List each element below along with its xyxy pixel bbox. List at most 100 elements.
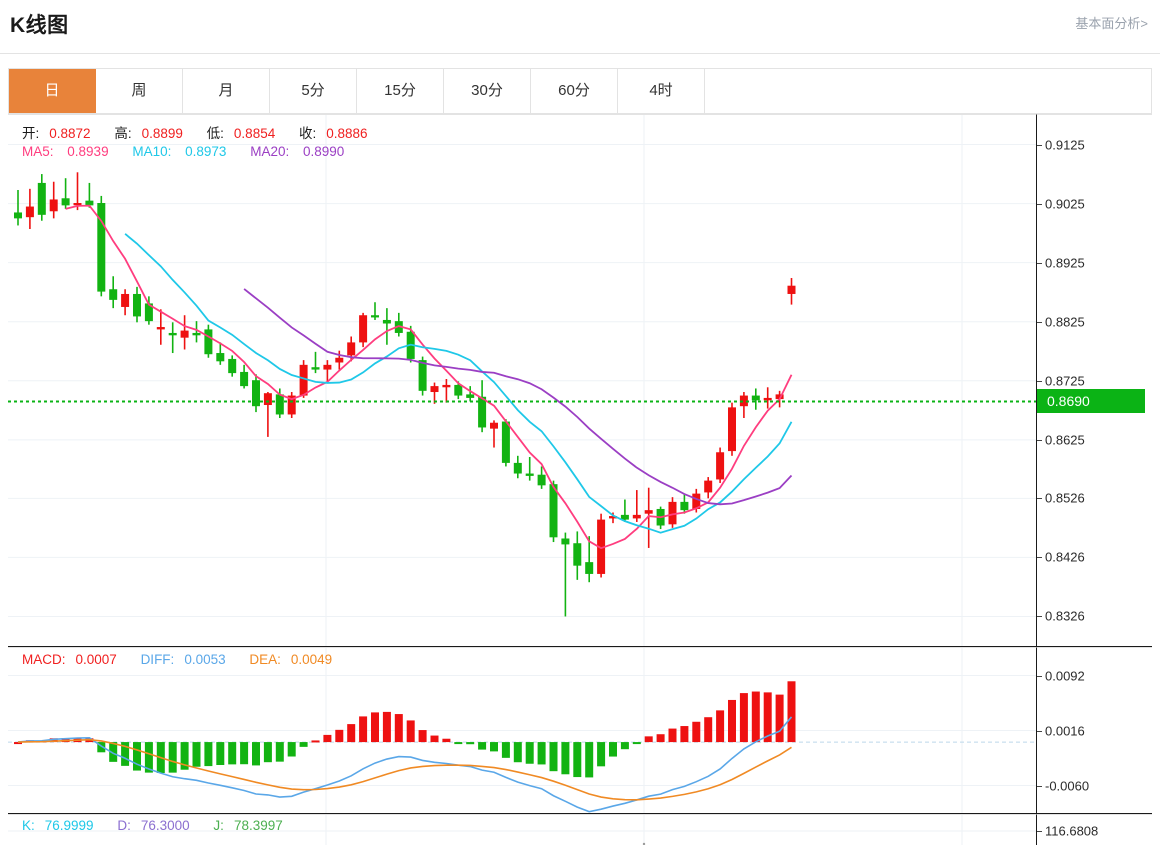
macd-bar [739, 693, 748, 743]
candlestick [240, 364, 249, 389]
macd-bar [240, 742, 249, 765]
tab-7[interactable]: 4时 [618, 69, 705, 113]
candlestick [680, 493, 689, 514]
tab-label: 60分 [558, 82, 590, 99]
macd-bar [680, 726, 689, 743]
macd-bar [228, 742, 237, 765]
candlestick [263, 392, 272, 437]
tab-0[interactable]: 日 [9, 69, 96, 113]
candlestick [513, 455, 522, 479]
kdj-axis-label: 116.6808 [1045, 823, 1099, 839]
candlestick [133, 286, 141, 323]
candlestick [763, 387, 772, 409]
macd-bar [561, 742, 570, 775]
candlestick [537, 466, 546, 489]
candlestick [192, 321, 201, 343]
macd-bar [287, 742, 296, 757]
price-axis: 0.9125 0.9025 0.8925 0.8825 0.8725 0.8625 0.85… [1036, 114, 1152, 647]
macd-bar [49, 738, 58, 743]
price-axis-tick [1037, 498, 1042, 500]
macd-bar [275, 742, 284, 762]
candlestick [14, 190, 22, 226]
tab-5[interactable]: 30分 [444, 69, 531, 113]
candlestick [204, 324, 213, 358]
macd-axis-label: 0.0016 [1045, 723, 1085, 738]
tab-6[interactable]: 60分 [531, 69, 618, 113]
macd-bar [656, 734, 665, 743]
macd-bar [347, 724, 356, 743]
page-title: K线图 [10, 14, 69, 37]
price-axis-tick [1037, 616, 1042, 618]
ma20-line [243, 288, 793, 506]
tab-label: 周 [131, 82, 147, 99]
kdj-axis-tick [1037, 831, 1042, 832]
macd-bar [335, 729, 344, 743]
price-axis-tick [1037, 144, 1042, 146]
macd-axis-tick [1037, 675, 1042, 677]
macd-bar [454, 742, 463, 745]
candlestick [335, 350, 344, 370]
ma10-line [124, 233, 793, 534]
price-plot-area[interactable] [8, 114, 1036, 647]
macd-bar [644, 736, 653, 743]
dea-line [17, 738, 792, 801]
macd-bar [168, 742, 177, 773]
tab-3[interactable]: 5分 [270, 69, 357, 113]
price-axis-label: 0.8725 [1045, 373, 1085, 389]
macd-plot-area[interactable] [8, 647, 1036, 814]
candlestick [751, 388, 760, 410]
price-axis-tick [1037, 262, 1042, 264]
price-axis-tick [1037, 380, 1042, 382]
candlestick [620, 499, 629, 522]
macd-bar [394, 714, 403, 743]
ma5-line [65, 204, 793, 550]
price-axis-label: 0.9125 [1045, 137, 1085, 153]
tab-label: 月 [218, 82, 234, 99]
macd-bar [513, 742, 522, 763]
tab-4[interactable]: 15分 [357, 69, 444, 113]
candlestick [644, 487, 653, 548]
macd-bar [97, 742, 106, 753]
price-axis-label: 0.8925 [1045, 255, 1085, 271]
candlestick [311, 351, 320, 374]
price-axis-label: 0.9025 [1045, 196, 1085, 212]
macd-bar [537, 742, 546, 765]
kdj-axis: 116.6808 [1036, 814, 1152, 845]
macd-bar [763, 692, 772, 743]
current-price-badge: 0.8690 [1037, 389, 1145, 414]
candlestick [287, 392, 296, 419]
macd-bar [728, 699, 736, 743]
candlestick [228, 355, 237, 377]
kdj-marker [642, 842, 646, 845]
macd-bar [311, 740, 320, 743]
macd-bar [192, 742, 201, 767]
fundamental-analysis-link[interactable]: 基本面分析> [1075, 16, 1148, 31]
candlestick [61, 178, 70, 209]
kdj-plot-area[interactable] [8, 814, 1036, 845]
candlestick [323, 360, 332, 382]
candlestick [716, 447, 725, 483]
macd-axis-label: 0.0092 [1045, 668, 1085, 683]
macd-bar [359, 716, 368, 743]
tab-1[interactable]: 周 [96, 69, 183, 113]
macd-bar [751, 691, 760, 743]
macd-axis-tick [1037, 785, 1042, 787]
candlestick [109, 276, 118, 309]
macd-bar [430, 735, 439, 743]
candlestick [216, 342, 225, 365]
price-axis-tick [1037, 439, 1042, 441]
tab-label: 日 [44, 82, 60, 99]
macd-bar [609, 742, 617, 757]
price-axis-label: 0.8326 [1045, 608, 1085, 624]
candlestick [394, 312, 403, 337]
macd-bar [144, 742, 153, 773]
macd-bar [501, 742, 510, 758]
candlestick [180, 315, 189, 350]
kdj-panel: 116.6808 K: 76.9999 D: 76.3000 J: 78.3997 [8, 814, 1152, 845]
candlestick [787, 278, 796, 305]
candlestick [382, 308, 391, 345]
candlestick [478, 380, 487, 433]
tab-2[interactable]: 月 [183, 69, 270, 113]
macd-bar [406, 720, 415, 743]
